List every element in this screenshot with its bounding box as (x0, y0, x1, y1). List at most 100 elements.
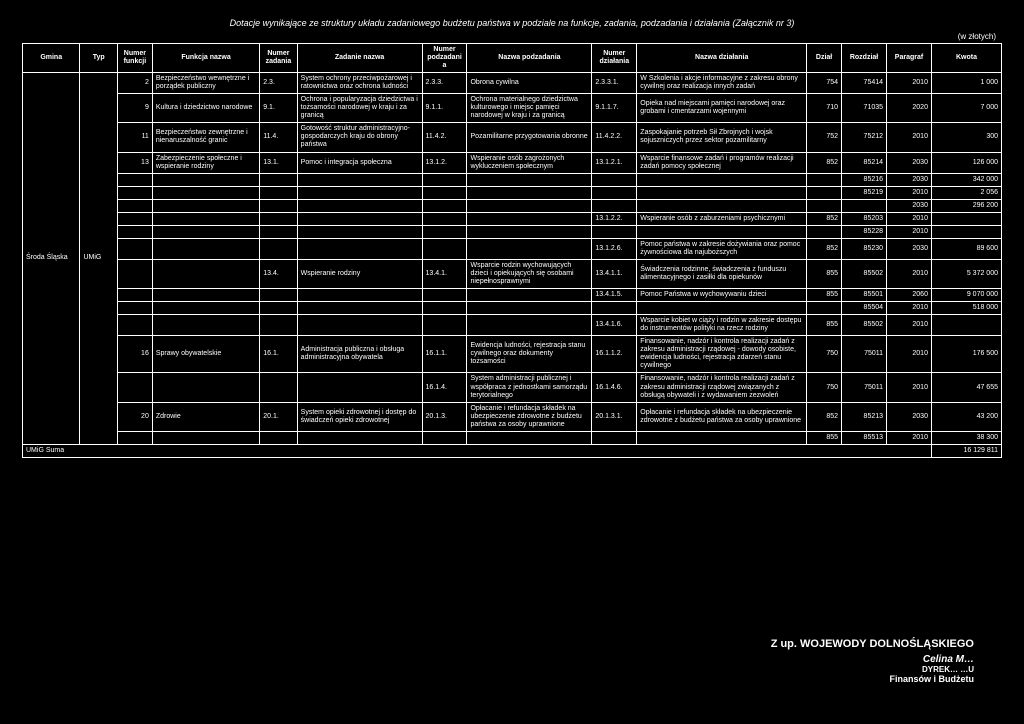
cell-nd: 9.1.1.7. (592, 94, 637, 123)
cell-d: Wspieranie osób z zaburzeniami psychiczn… (637, 212, 807, 225)
cell-np: 13.1.2. (422, 152, 467, 173)
cell-nf: 11 (117, 123, 152, 152)
h-rozdzial: Rozdział (842, 44, 887, 73)
cell-dz (807, 173, 842, 186)
cell-nf (117, 431, 152, 444)
cell-dz (807, 199, 842, 212)
cell-z: Ochrona i popularyzacja dziedzictwa i to… (297, 94, 422, 123)
sum-row: UMiG Suma16 129 811 (23, 444, 1002, 457)
cell-nz (260, 225, 297, 238)
cell-z: System opieki zdrowotnej i dostęp do świ… (297, 402, 422, 431)
cell-kw: 518 000 (931, 302, 1001, 315)
cell-ro: 85504 (842, 302, 887, 315)
cell-kw: 1 000 (931, 73, 1001, 94)
cell-np: 20.1.3. (422, 402, 467, 431)
cell-f: Sprawy obywatelskie (152, 336, 259, 373)
cell-d: Pomoc Państwa w wychowywaniu dzieci (637, 289, 807, 302)
cell-dz: 852 (807, 152, 842, 173)
cell-d: Zaspokajanie potrzeb Sił Zbrojnych i woj… (637, 123, 807, 152)
cell-nd: 20.1.3.1. (592, 402, 637, 431)
cell-dz: 852 (807, 212, 842, 225)
cell-ro: 85228 (842, 225, 887, 238)
cell-kw: 47 655 (931, 373, 1001, 402)
h-nr-zadania: Numer zadania (260, 44, 297, 73)
cell-nd (592, 225, 637, 238)
cell-dz: 750 (807, 336, 842, 373)
cell-kw: 89 600 (931, 238, 1001, 259)
cell-f (152, 289, 259, 302)
table-row: 852162030342 000 (23, 173, 1002, 186)
table-row: 85585513201038 300 (23, 431, 1002, 444)
cell-pa: 2010 (887, 431, 932, 444)
cell-np: 13.4.1. (422, 259, 467, 288)
cell-z (297, 315, 422, 336)
cell-nz (260, 173, 297, 186)
cell-nd: 13.4.1.1. (592, 259, 637, 288)
cell-f: Zdrowie (152, 402, 259, 431)
cell-d (637, 186, 807, 199)
cell-d: Pomoc państwa w zakresie dożywiania oraz… (637, 238, 807, 259)
cell-p (467, 315, 592, 336)
cell-nf (117, 238, 152, 259)
cell-kw: 38 300 (931, 431, 1001, 444)
cell-pa: 2030 (887, 199, 932, 212)
cell-nd (592, 302, 637, 315)
cell-nz: 13.1. (260, 152, 297, 173)
cell-f: Bezpieczeństwo wewnętrzne i porządek pub… (152, 73, 259, 94)
cell-dz: 855 (807, 259, 842, 288)
cell-nd: 11.4.2.2. (592, 123, 637, 152)
cell-pa: 2030 (887, 173, 932, 186)
cell-f (152, 302, 259, 315)
stamp-line-2: Celina M… (771, 654, 974, 665)
cell-f: Zabezpieczenie społeczne i wspieranie ro… (152, 152, 259, 173)
cell-nz (260, 238, 297, 259)
table-row: 13.4.Wspieranie rodziny13.4.1.Wsparcie r… (23, 259, 1002, 288)
cell-nz: 20.1. (260, 402, 297, 431)
cell-f: Bezpieczeństwo zewnętrzne i nienaruszaln… (152, 123, 259, 152)
cell-d (637, 173, 807, 186)
cell-pa: 2010 (887, 315, 932, 336)
cell-p: Wspieranie osób zagrożonych wykluczeniem… (467, 152, 592, 173)
cell-ro: 75414 (842, 73, 887, 94)
cell-pa: 2030 (887, 402, 932, 431)
cell-ro: 85513 (842, 431, 887, 444)
cell-dz: 852 (807, 238, 842, 259)
cell-np (422, 225, 467, 238)
currency-note: (w złotych) (0, 32, 1024, 43)
cell-nf (117, 225, 152, 238)
cell-p: Pozamilitarne przygotowania obronne (467, 123, 592, 152)
cell-nf (117, 315, 152, 336)
cell-nz: 9.1. (260, 94, 297, 123)
cell-nz (260, 302, 297, 315)
cell-np (422, 186, 467, 199)
cell-z: Gotowość struktur administracyjno-gospod… (297, 123, 422, 152)
cell-z: System ochrony przeciwpożarowej i ratown… (297, 73, 422, 94)
cell-p: Opłacanie i refundacja składek na ubezpi… (467, 402, 592, 431)
cell-nd: 13.1.2.2. (592, 212, 637, 225)
table-row: 11Bezpieczeństwo zewnętrzne i nienarusza… (23, 123, 1002, 152)
cell-z (297, 199, 422, 212)
cell-dz: 855 (807, 289, 842, 302)
cell-z (297, 212, 422, 225)
cell-nz: 13.4. (260, 259, 297, 288)
cell-np: 16.1.1. (422, 336, 467, 373)
cell-d: Finansowanie, nadzór i kontrola realizac… (637, 373, 807, 402)
cell-kw (931, 225, 1001, 238)
cell-pa: 2010 (887, 186, 932, 199)
cell-z (297, 225, 422, 238)
cell-f (152, 373, 259, 402)
cell-nd: 16.1.4.6. (592, 373, 637, 402)
cell-kw: 2 056 (931, 186, 1001, 199)
cell-d: Wsparcie finansowe zadań i programów rea… (637, 152, 807, 173)
cell-ro: 85203 (842, 212, 887, 225)
h-kwota: Kwota (931, 44, 1001, 73)
cell-nd: 13.1.2.1. (592, 152, 637, 173)
table-row: 13.1.2.6.Pomoc państwa w zakresie dożywi… (23, 238, 1002, 259)
cell-nz (260, 289, 297, 302)
cell-d: Wsparcie kobiet w ciąży i rodzin w zakre… (637, 315, 807, 336)
cell-nd (592, 173, 637, 186)
table-row: 13.1.2.2.Wspieranie osób z zaburzeniami … (23, 212, 1002, 225)
table-row: Środa ŚląskaUMiG2Bezpieczeństwo wewnętrz… (23, 73, 1002, 94)
cell-p (467, 212, 592, 225)
stamp-line-1: Z up. WOJEWODY DOLNOŚLĄSKIEGO (771, 638, 974, 650)
